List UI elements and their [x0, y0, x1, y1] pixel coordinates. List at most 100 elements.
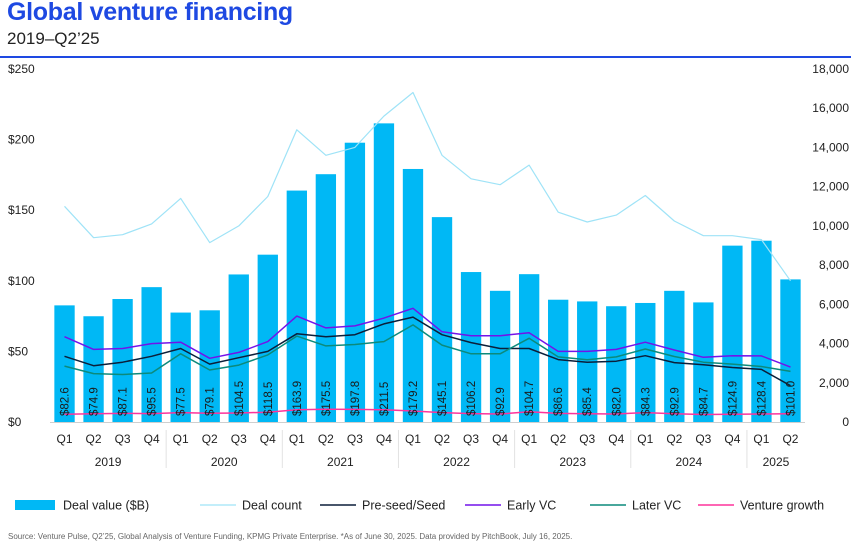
- bar-value-label: $92.9: [669, 387, 681, 416]
- quarter-tick-label: Q4: [492, 432, 508, 446]
- chart-title: Global venture financing: [7, 0, 293, 26]
- quarter-tick-label: Q2: [86, 432, 102, 446]
- deal-value-bar: [780, 279, 801, 422]
- left-axis-tick-label: $200: [8, 133, 35, 147]
- bar-value-label: $82.6: [60, 387, 72, 416]
- quarter-tick-label: Q3: [115, 432, 131, 446]
- pre-seed-seed-line: [64, 316, 791, 387]
- quarter-tick-label: Q4: [724, 432, 740, 446]
- quarter-tick-label: Q3: [695, 432, 711, 446]
- right-axis-tick-label: 6,000: [819, 297, 849, 311]
- quarter-tick-label: Q1: [289, 432, 305, 446]
- right-axis-tick-label: 4,000: [819, 337, 849, 351]
- deal-count-line: [64, 91, 791, 282]
- deal-value-bar: [54, 305, 75, 422]
- deal-value-bar: [402, 168, 424, 422]
- bar-value-label: $79.1: [205, 387, 217, 416]
- bar-value-label: $85.4: [582, 387, 594, 416]
- quarter-tick-label: Q1: [405, 432, 421, 446]
- deal-value-bar: [751, 240, 772, 422]
- legend-label: Early VC: [507, 499, 556, 513]
- left-axis-tick-label: $100: [8, 274, 35, 288]
- quarter-tick-label: Q3: [231, 432, 247, 446]
- quarter-tick-label: Q2: [318, 432, 334, 446]
- legend-item-later-vc: Later VC: [590, 499, 681, 513]
- legend-label: Deal count: [242, 499, 302, 513]
- deal-value-bar: [548, 299, 569, 422]
- year-label: 2020: [211, 455, 238, 469]
- bar-value-label: $104.7: [524, 381, 536, 416]
- left-axis-tick-label: $50: [8, 344, 28, 358]
- right-axis-tick-label: 2,000: [819, 376, 849, 390]
- quarter-tick-label: Q1: [637, 432, 653, 446]
- deal-value-bar: [489, 290, 511, 422]
- bar-value-label: $84.3: [640, 387, 652, 416]
- bar-value-label: $77.5: [176, 387, 188, 416]
- deal-value-bar: [257, 254, 278, 422]
- bar-value-label: $179.2: [408, 381, 420, 416]
- deal-value-bar: [722, 245, 743, 422]
- quarter-tick-label: Q2: [202, 432, 218, 446]
- legend-label: Pre-seed/Seed: [362, 499, 445, 513]
- year-label: 2023: [559, 455, 586, 469]
- quarter-tick-label: Q3: [463, 432, 479, 446]
- quarter-tick-label: Q3: [347, 432, 363, 446]
- deal-value-bar: [83, 316, 104, 422]
- right-axis-tick-label: 14,000: [812, 140, 849, 154]
- quarter-tick-label: Q2: [666, 432, 682, 446]
- year-label: 2021: [327, 455, 354, 469]
- right-axis-tick-label: 8,000: [819, 258, 849, 272]
- early-vc-line: [64, 307, 791, 368]
- bar-value-label: $163.9: [292, 381, 304, 416]
- bar-value-label: $86.6: [553, 387, 565, 416]
- deal-value-bar: [170, 312, 191, 422]
- title-divider: [0, 56, 851, 58]
- bar-value-label: $106.2: [466, 381, 478, 416]
- venture-financing-chart: $0 $50 $100 $150 $200 $250 0 2,000 4,000 6,000 8,0…: [8, 62, 849, 513]
- legend-item-early-vc: Early VC: [465, 499, 556, 513]
- bar-value-label: $197.8: [350, 381, 362, 416]
- bar-value-label: $145.1: [437, 381, 449, 416]
- legend-swatch: [15, 500, 55, 510]
- bar-value-label: $101.0: [785, 381, 797, 416]
- quarter-tick-label: Q2: [782, 432, 798, 446]
- right-axis-tick-label: 12,000: [812, 180, 849, 194]
- deal-value-bar: [373, 123, 395, 422]
- venture-growth-line: [64, 408, 791, 416]
- chart-subtitle: 2019–Q2’25: [7, 29, 100, 48]
- bar-value-label: $118.5: [263, 382, 275, 416]
- left-axis-tick-label: $0: [8, 415, 22, 429]
- deal-value-bar: [112, 299, 133, 422]
- quarter-tick-label: Q3: [579, 432, 595, 446]
- quarter-tick-label: Q1: [57, 432, 73, 446]
- legend-label: Deal value ($B): [63, 499, 149, 513]
- deal-value-bar: [315, 174, 337, 422]
- quarter-tick-label: Q1: [173, 432, 189, 446]
- legend-item-venture-growth: Venture growth: [698, 499, 824, 513]
- deal-value-bar: [606, 306, 627, 422]
- year-label: 2025: [763, 455, 790, 469]
- year-label: 2022: [443, 455, 470, 469]
- deal-value-bar: [199, 310, 220, 422]
- deal-value-bar: [286, 190, 307, 422]
- source-note: Source: Venture Pulse, Q2’25, Global Ana…: [8, 532, 573, 541]
- legend-label: Venture growth: [740, 499, 824, 513]
- bar-value-label: $92.9: [495, 387, 507, 416]
- quarter-tick-label: Q4: [376, 432, 392, 446]
- legend-item-deal-value-b: Deal value ($B): [15, 499, 149, 513]
- quarter-tick-label: Q1: [521, 432, 537, 446]
- bar-value-label: $211.5: [379, 382, 391, 416]
- quarter-tick-label: Q2: [434, 432, 450, 446]
- year-label: 2019: [95, 455, 122, 469]
- right-axis-tick-label: 16,000: [812, 101, 849, 115]
- later-vc-line: [64, 324, 791, 376]
- left-axis-tick-label: $150: [8, 203, 35, 217]
- legend-item-deal-count: Deal count: [200, 499, 302, 513]
- quarter-tick-label: Q4: [144, 432, 160, 446]
- bar-value-label: $95.5: [147, 387, 159, 416]
- right-axis-tick-label: 10,000: [812, 219, 849, 233]
- left-axis-tick-label: $250: [8, 62, 35, 76]
- legend-item-pre-seed-seed: Pre-seed/Seed: [320, 499, 445, 513]
- right-axis-tick-label: 18,000: [812, 62, 849, 76]
- bar-value-label: $87.1: [118, 387, 130, 416]
